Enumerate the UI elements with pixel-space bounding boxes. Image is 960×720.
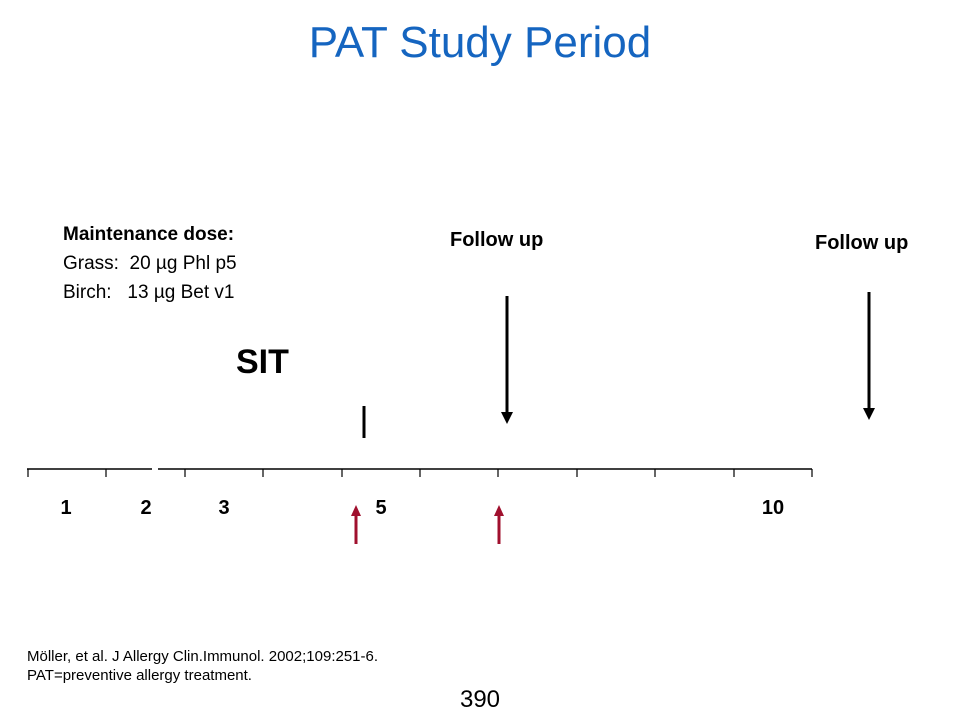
- red-arrow-1-head: [351, 505, 361, 516]
- page-number: 390: [459, 686, 501, 713]
- timeline-label-5: 5: [375, 497, 387, 519]
- maintenance-dose-block: Maintenance dose: Grass: 20 µg Phl p5 Bi…: [63, 220, 237, 307]
- reference-citation: Möller, et al. J Allergy Clin.Immunol. 2…: [27, 648, 379, 665]
- birch-dose: Birch: 13 µg Bet v1: [63, 282, 235, 303]
- maintenance-dose-heading: Maintenance dose:: [63, 224, 235, 245]
- timeline-label-10: 10: [761, 497, 785, 519]
- timeline-label-2: 2: [140, 497, 152, 519]
- red-arrow-2-head: [494, 505, 504, 516]
- grass-dose: Grass: 20 µg Phl p5: [63, 253, 237, 274]
- follow-up-label-2: Follow up: [815, 232, 909, 254]
- follow-up-arrow-2-head: [863, 408, 875, 420]
- sit-label: SIT: [236, 343, 289, 381]
- timeline-label-1: 1: [60, 497, 72, 519]
- timeline-label-3: 3: [218, 497, 230, 519]
- follow-up-label-1: Follow up: [450, 229, 544, 251]
- slide-title: PAT Study Period: [308, 18, 652, 67]
- timeline-ticks: [27, 469, 813, 477]
- reference-abbreviation: PAT=preventive allergy treatment.: [27, 667, 252, 684]
- follow-up-arrow-1-head: [501, 412, 513, 424]
- reference-block: Möller, et al. J Allergy Clin.Immunol. 2…: [27, 647, 378, 685]
